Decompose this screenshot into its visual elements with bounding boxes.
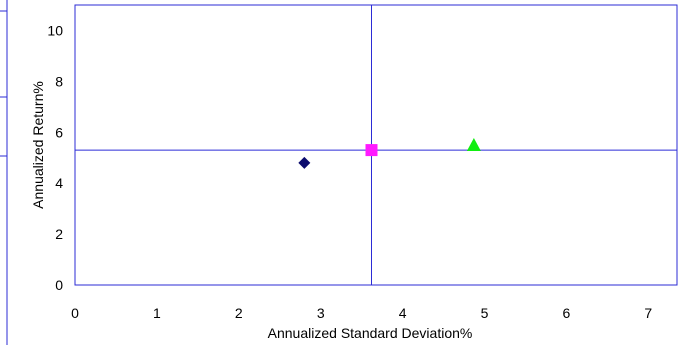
y-tick-label: 4	[55, 175, 63, 191]
data-point-triangle	[467, 138, 481, 151]
y-tick-label: 0	[55, 277, 63, 293]
y-tick-label: 8	[55, 73, 63, 89]
x-axis-label: Annualized Standard Deviation%	[268, 325, 473, 341]
data-point-square	[365, 144, 377, 156]
x-tick-label: 1	[153, 305, 161, 321]
x-tick-label: 5	[481, 305, 489, 321]
y-tick-label: 2	[55, 226, 63, 242]
x-tick-label: 4	[399, 305, 407, 321]
x-tick-label: 6	[563, 305, 571, 321]
y-axis-label: Annualized Return%	[30, 81, 46, 209]
data-point-diamond	[298, 157, 310, 169]
x-tick-label: 0	[71, 305, 79, 321]
x-tick-label: 3	[317, 305, 325, 321]
x-tick-label: 7	[644, 305, 652, 321]
y-tick-label: 6	[55, 124, 63, 140]
x-tick-label: 2	[235, 305, 243, 321]
y-tick-label: 10	[47, 22, 63, 38]
